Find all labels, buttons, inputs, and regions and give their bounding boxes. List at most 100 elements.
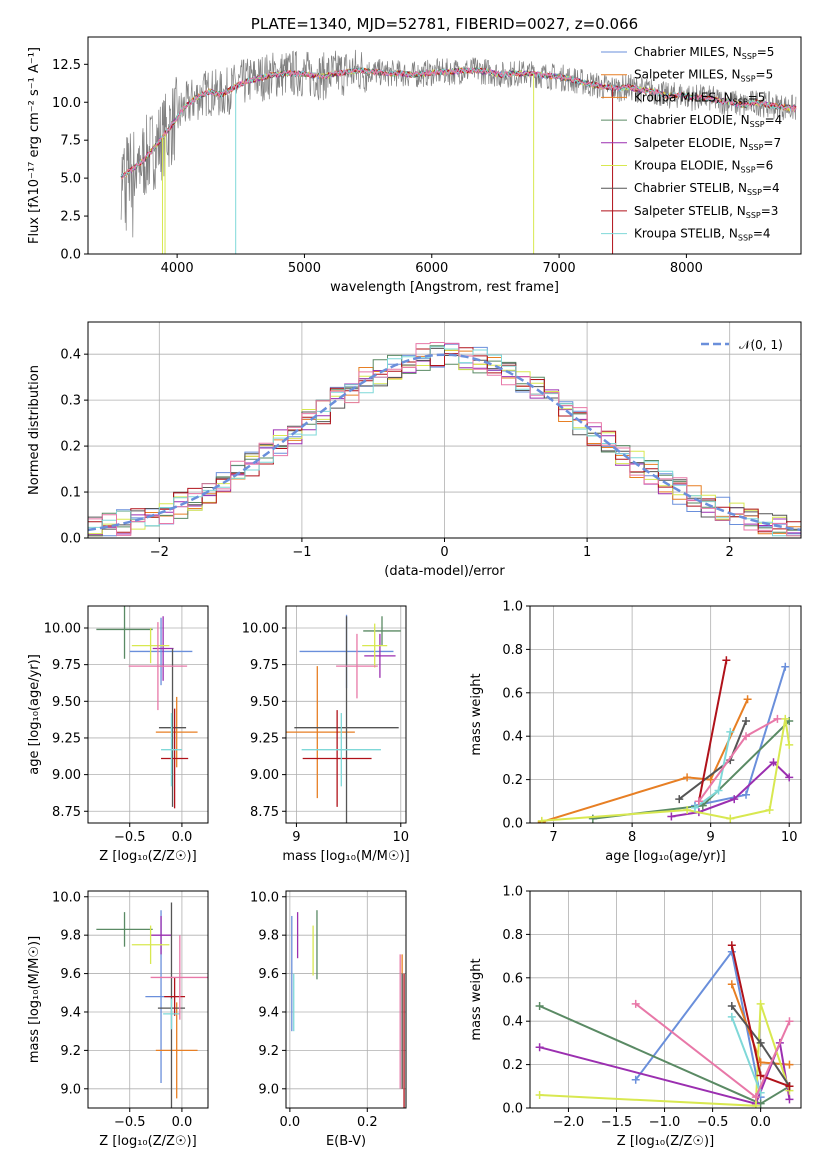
legend-entry: Salpeter MILES, NSSP=5 [634,68,773,84]
y-tick-label: 9.25 [250,731,279,746]
legend-entry: Kroupa STELIB, NSSP=4 [634,227,771,243]
weight-marker [756,999,765,1008]
x-tick-label: 0.2 [357,1115,378,1130]
x-tick-label: −1.5 [601,1115,633,1130]
weight-marker [751,1093,760,1102]
x-tick-label: 0.0 [172,830,193,845]
x-axis-label: Z [log₁₀(Z/Z☉)] [617,1134,714,1149]
y-tick-label: 1.0 [502,885,523,900]
weight-marker [727,941,736,950]
axes-frame [529,890,802,1109]
weight-marker [683,773,692,782]
weight-marker [785,740,794,749]
panel-mass-vs-EBV: 0.0 0.2 9.0 9.2 9.4 9.6 9.8 10.0 E(B-V) [250,890,407,1149]
weight-marker [675,795,684,804]
y-tick-label: 1.0 [502,600,523,615]
y-tick-label: 9.75 [250,658,279,673]
x-axis-label: E(B-V) [326,1134,366,1149]
y-tick-label: 0.0 [502,1102,523,1117]
weight-series-line [541,718,791,822]
y-axis-label: mass weight [469,958,484,1040]
x-tick-label: 2 [726,545,734,560]
x-tick-label: 0.0 [750,1115,771,1130]
y-tick-label: 0.0 [60,248,81,263]
axes-frame [87,890,209,1109]
y-tick-label: 10.0 [52,890,81,905]
weight-marker [773,714,782,723]
y-tick-label: 0.6 [502,686,523,701]
y-tick-label: 0.4 [502,1015,523,1030]
y-tick-label: 9.50 [250,695,279,710]
y-tick-label: 0.4 [502,730,523,745]
x-tick-label: 9 [707,830,715,845]
weight-series-line [730,1016,762,1094]
weight-marker [765,805,774,814]
x-tick-label: 4000 [161,261,194,276]
plot-area [96,902,208,1108]
weight-marker [683,805,692,814]
y-tick-label: 9.8 [60,929,81,944]
x-tick-label: −2 [150,545,169,560]
panel-age-vs-Z: −0.5 0.0 8.75 9.00 9.25 9.50 9.75 10.00 Z [log₁₀… [27,605,209,864]
weight-marker [726,727,735,736]
y-tick-label: 9.8 [258,929,279,944]
weight-marker [537,816,546,823]
weight-marker [727,980,736,989]
y-tick-label: 9.0 [258,1082,279,1097]
x-tick-label: 0.0 [280,1115,301,1130]
y-tick-label: 0.0 [502,817,523,832]
grid [530,605,801,824]
weight-marker [742,717,751,726]
panel-residuals: −2 −1 0 1 2 0.0 0.1 0.2 0.3 0.4 (data-model)/error… [27,321,802,579]
plot-area [535,941,794,1108]
grid [88,891,208,1108]
y-tick-label: 10.0 [250,890,279,905]
y-axis-label: mass [log₁₀(M/M☉)] [27,936,42,1063]
normal-curve-line [88,353,801,532]
legend-entry: Salpeter ELODIE, NSSP=7 [634,136,781,152]
x-tick-label: −0.5 [114,830,146,845]
y-tick-label: 9.2 [258,1044,279,1059]
axes-frame [87,36,802,255]
y-tick-label: 0.8 [502,643,523,658]
weight-marker [667,812,676,821]
plot-area [286,614,401,823]
y-tick-label: 0.4 [60,348,81,363]
weight-marker [785,1060,794,1069]
y-tick-label: 9.00 [250,768,279,783]
x-tick-label: 1 [583,545,591,560]
legend-entry: Kroupa MILES, NSSP=5 [634,90,765,106]
spectrum-model-line [120,67,797,180]
weight-marker [751,1101,760,1108]
panel-mass-vs-Z: −0.5 0.0 9.0 9.2 9.4 9.6 9.8 10.0 Z [log₁₀(Z/Z☉)… [27,890,209,1149]
weight-marker [727,1012,736,1021]
weight-series-line [592,720,790,820]
y-tick-label: 9.50 [52,695,81,710]
x-axis-label: age [log₁₀(age/yr)] [605,849,726,864]
axes-frame [285,605,407,824]
weight-marker [785,1017,794,1026]
weight-series-line [697,660,728,802]
plot-area [120,49,797,254]
histogram-step-line [88,342,801,537]
y-axis-label: mass weight [469,673,484,755]
weight-marker [535,1002,544,1011]
weight-marker [742,732,751,741]
y-tick-label: 9.00 [52,768,81,783]
panel-age-vs-mass: 9 10 8.75 9.00 9.25 9.50 9.75 10.00 mass [log₁₀(… [242,605,410,864]
weight-marker [714,786,723,795]
legend-entry: Chabrier STELIB, NSSP=4 [634,181,780,197]
weight-series-line [539,1003,791,1107]
legend-entry: Chabrier ELODIE, NSSP=4 [634,113,782,129]
y-tick-label: 8.75 [250,805,279,820]
x-tick-label: −0.5 [697,1115,729,1130]
x-tick-label: 7000 [543,261,576,276]
y-tick-label: 12.5 [52,58,81,73]
weight-marker [706,775,715,784]
y-tick-label: 7.5 [60,134,81,149]
y-axis-label: Normed distribution [27,365,42,495]
y-tick-label: 10.00 [44,621,81,636]
y-tick-label: 9.25 [52,731,81,746]
x-axis-label: mass [log₁₀(M/M☉)] [282,849,409,864]
axes-frame [529,605,802,824]
